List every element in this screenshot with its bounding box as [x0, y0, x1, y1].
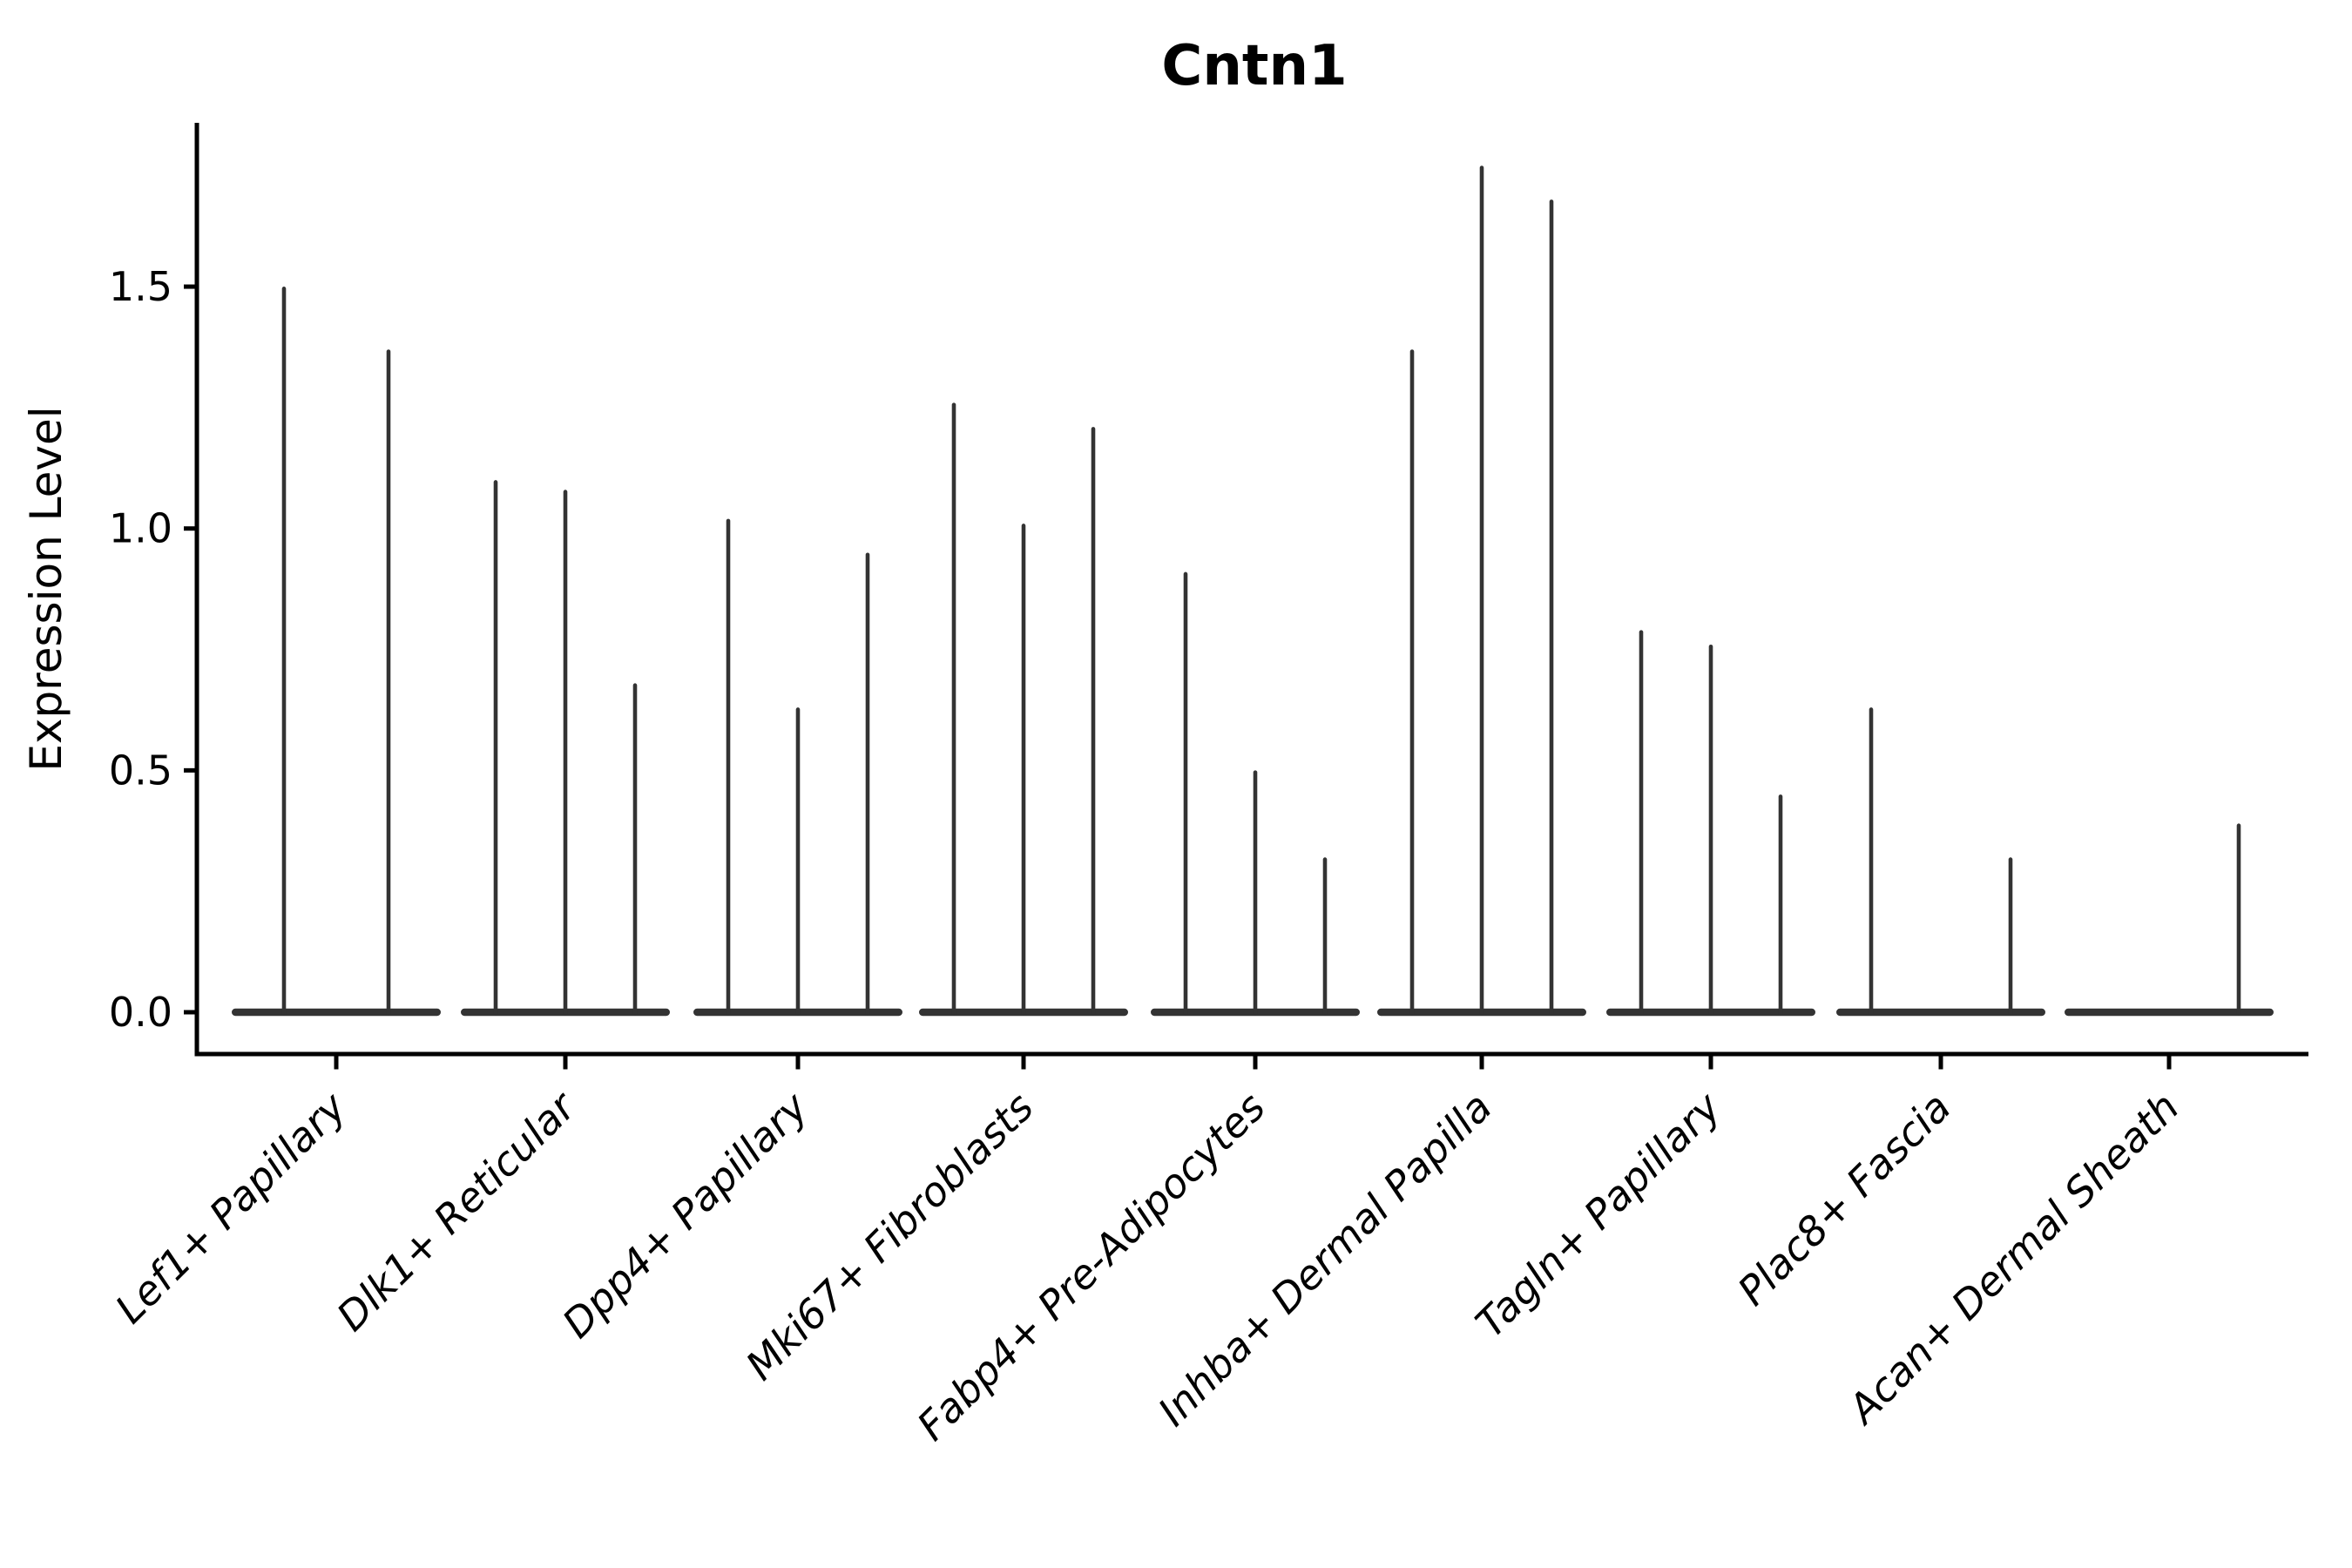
- plot-title: Cntn1: [1161, 34, 1347, 98]
- y-tick-label: 0.5: [109, 747, 172, 794]
- x-tick-label: Dlk1+ Reticular: [328, 1081, 586, 1340]
- x-tick-label: Plac8+ Fascia: [1728, 1084, 1959, 1315]
- violin-base: [1836, 1008, 2045, 1017]
- y-tick-label: 1.5: [109, 263, 172, 310]
- violin-base: [2065, 1008, 2274, 1017]
- y-axis-label: Expression Level: [21, 406, 71, 771]
- x-tick-label: Dpp4+ Papillary: [553, 1083, 817, 1347]
- y-tick-label: 1.0: [109, 505, 172, 552]
- y-tick-label: 0.0: [109, 989, 172, 1036]
- x-tick-label: Lef1+ Papillary: [106, 1083, 355, 1332]
- violin-base: [232, 1008, 441, 1017]
- x-tick-label: Tagln+ Papillary: [1466, 1083, 1730, 1347]
